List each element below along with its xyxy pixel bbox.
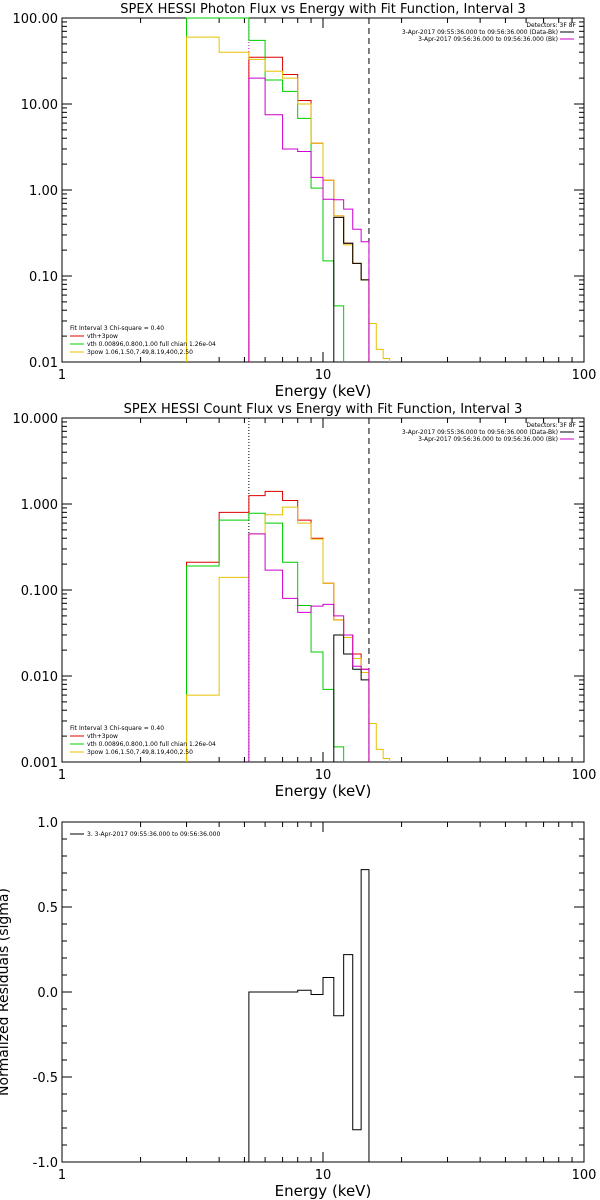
- y-tick-label: -0.5: [33, 1071, 58, 1086]
- x-axis-label: Energy (keV): [275, 382, 372, 400]
- residual-legend-text: 3. 3-Apr-2017 09:55:36.000 to 09:56:36.0…: [87, 831, 220, 838]
- chart-title: SPEX HESSI Count Flux vs Energy with Fit…: [124, 402, 523, 417]
- y-tick-label: -1.0: [33, 1156, 58, 1171]
- y-tick-label: 0.10: [29, 270, 58, 285]
- y-tick-label: 0.001: [21, 756, 58, 771]
- y-tick-label: 10.000: [13, 412, 59, 427]
- y-tick-label: 0.010: [21, 670, 58, 685]
- series-3-3-apr-2017-09-55-36-000-to-09-56-36-000: [248, 869, 370, 1162]
- series-data-bk: [333, 216, 370, 362]
- residuals-chart: 1 10 100 Energy (keV) -1.0 -0.5 0.0 0.5 1.0 Norma…: [0, 816, 597, 1200]
- y-tick-label: 0.01: [29, 356, 58, 371]
- series-bk: [248, 533, 370, 762]
- series-data-bk: [333, 634, 370, 762]
- fit-legend-text: vth 0.00896,0.800,1.00 full chian 1.26e-…: [87, 741, 216, 748]
- series-vth-3pow: [248, 56, 370, 362]
- series-3pow: [186, 506, 391, 762]
- legend-text: 3-Apr-2017 09:56:36.000 to 09:56:36.000 …: [418, 436, 558, 443]
- fit-legend-text: vth 0.00896,0.800,1.00 full chian 1.26e-…: [87, 341, 216, 348]
- legend-text: Detectors: 3F 8F: [526, 22, 576, 29]
- count-flux-chart: SPEX HESSI Count Flux vs Energy with Fit…: [13, 402, 597, 800]
- x-tick-label: 10: [315, 1168, 332, 1183]
- legend-text: Detectors: 3F 8F: [526, 422, 576, 429]
- y-tick-label: 10.00: [21, 98, 58, 113]
- x-axis-label: Energy (keV): [275, 782, 372, 800]
- x-tick-label: 100: [572, 368, 597, 383]
- y-tick-label: 0.5: [37, 901, 58, 916]
- x-tick-label: 10: [315, 768, 332, 783]
- legend-text: 3-Apr-2017 09:55:36.000 to 09:56:36.000 …: [402, 29, 558, 36]
- x-tick-label: 1: [58, 1168, 66, 1183]
- chart-title: SPEX HESSI Photon Flux vs Energy with Fi…: [120, 2, 526, 17]
- photon-flux-chart: SPEX HESSI Photon Flux vs Energy with Fi…: [13, 2, 597, 400]
- series-bk: [248, 77, 370, 362]
- y-tick-label: 100.00: [13, 12, 59, 27]
- legend-text: 3-Apr-2017 09:55:36.000 to 09:56:36.000 …: [402, 429, 558, 436]
- x-tick-label: 100: [572, 768, 597, 783]
- y-tick-label: 1.000: [21, 498, 58, 513]
- y-tick-label: 0.0: [37, 986, 58, 1001]
- y-axis-label: Normalized Residuals (sigma): [0, 888, 12, 1096]
- fit-legend-text: Fit Interval 3 Chi-square = 0.40: [70, 325, 164, 332]
- x-tick-label: 10: [315, 368, 332, 383]
- x-tick-label: 1: [58, 768, 66, 783]
- y-tick-label: 1.0: [37, 816, 58, 831]
- series-vth: [186, 512, 345, 762]
- x-axis-label: Energy (keV): [275, 1182, 372, 1200]
- fit-legend-text: vth+3pow: [87, 733, 118, 740]
- fit-legend-text: 3pow 1.06,1.50,7.49,8.19,400,2.50: [87, 749, 193, 756]
- fit-legend-text: vth+3pow: [87, 333, 118, 340]
- legend-text: 3-Apr-2017 09:56:36.000 to 09:56:36.000 …: [418, 36, 558, 43]
- plot-frame: [61, 417, 585, 763]
- series-3pow: [186, 36, 391, 362]
- x-tick-label: 1: [58, 368, 66, 383]
- fit-legend-text: 3pow 1.06,1.50,7.49,8.19,400,2.50: [87, 349, 193, 356]
- y-tick-label: 0.100: [21, 584, 58, 599]
- y-tick-label: 1.00: [29, 184, 58, 199]
- series-vth-3pow: [186, 490, 370, 762]
- fit-legend-text: Fit Interval 3 Chi-square = 0.40: [70, 725, 164, 732]
- x-tick-label: 100: [572, 1168, 597, 1183]
